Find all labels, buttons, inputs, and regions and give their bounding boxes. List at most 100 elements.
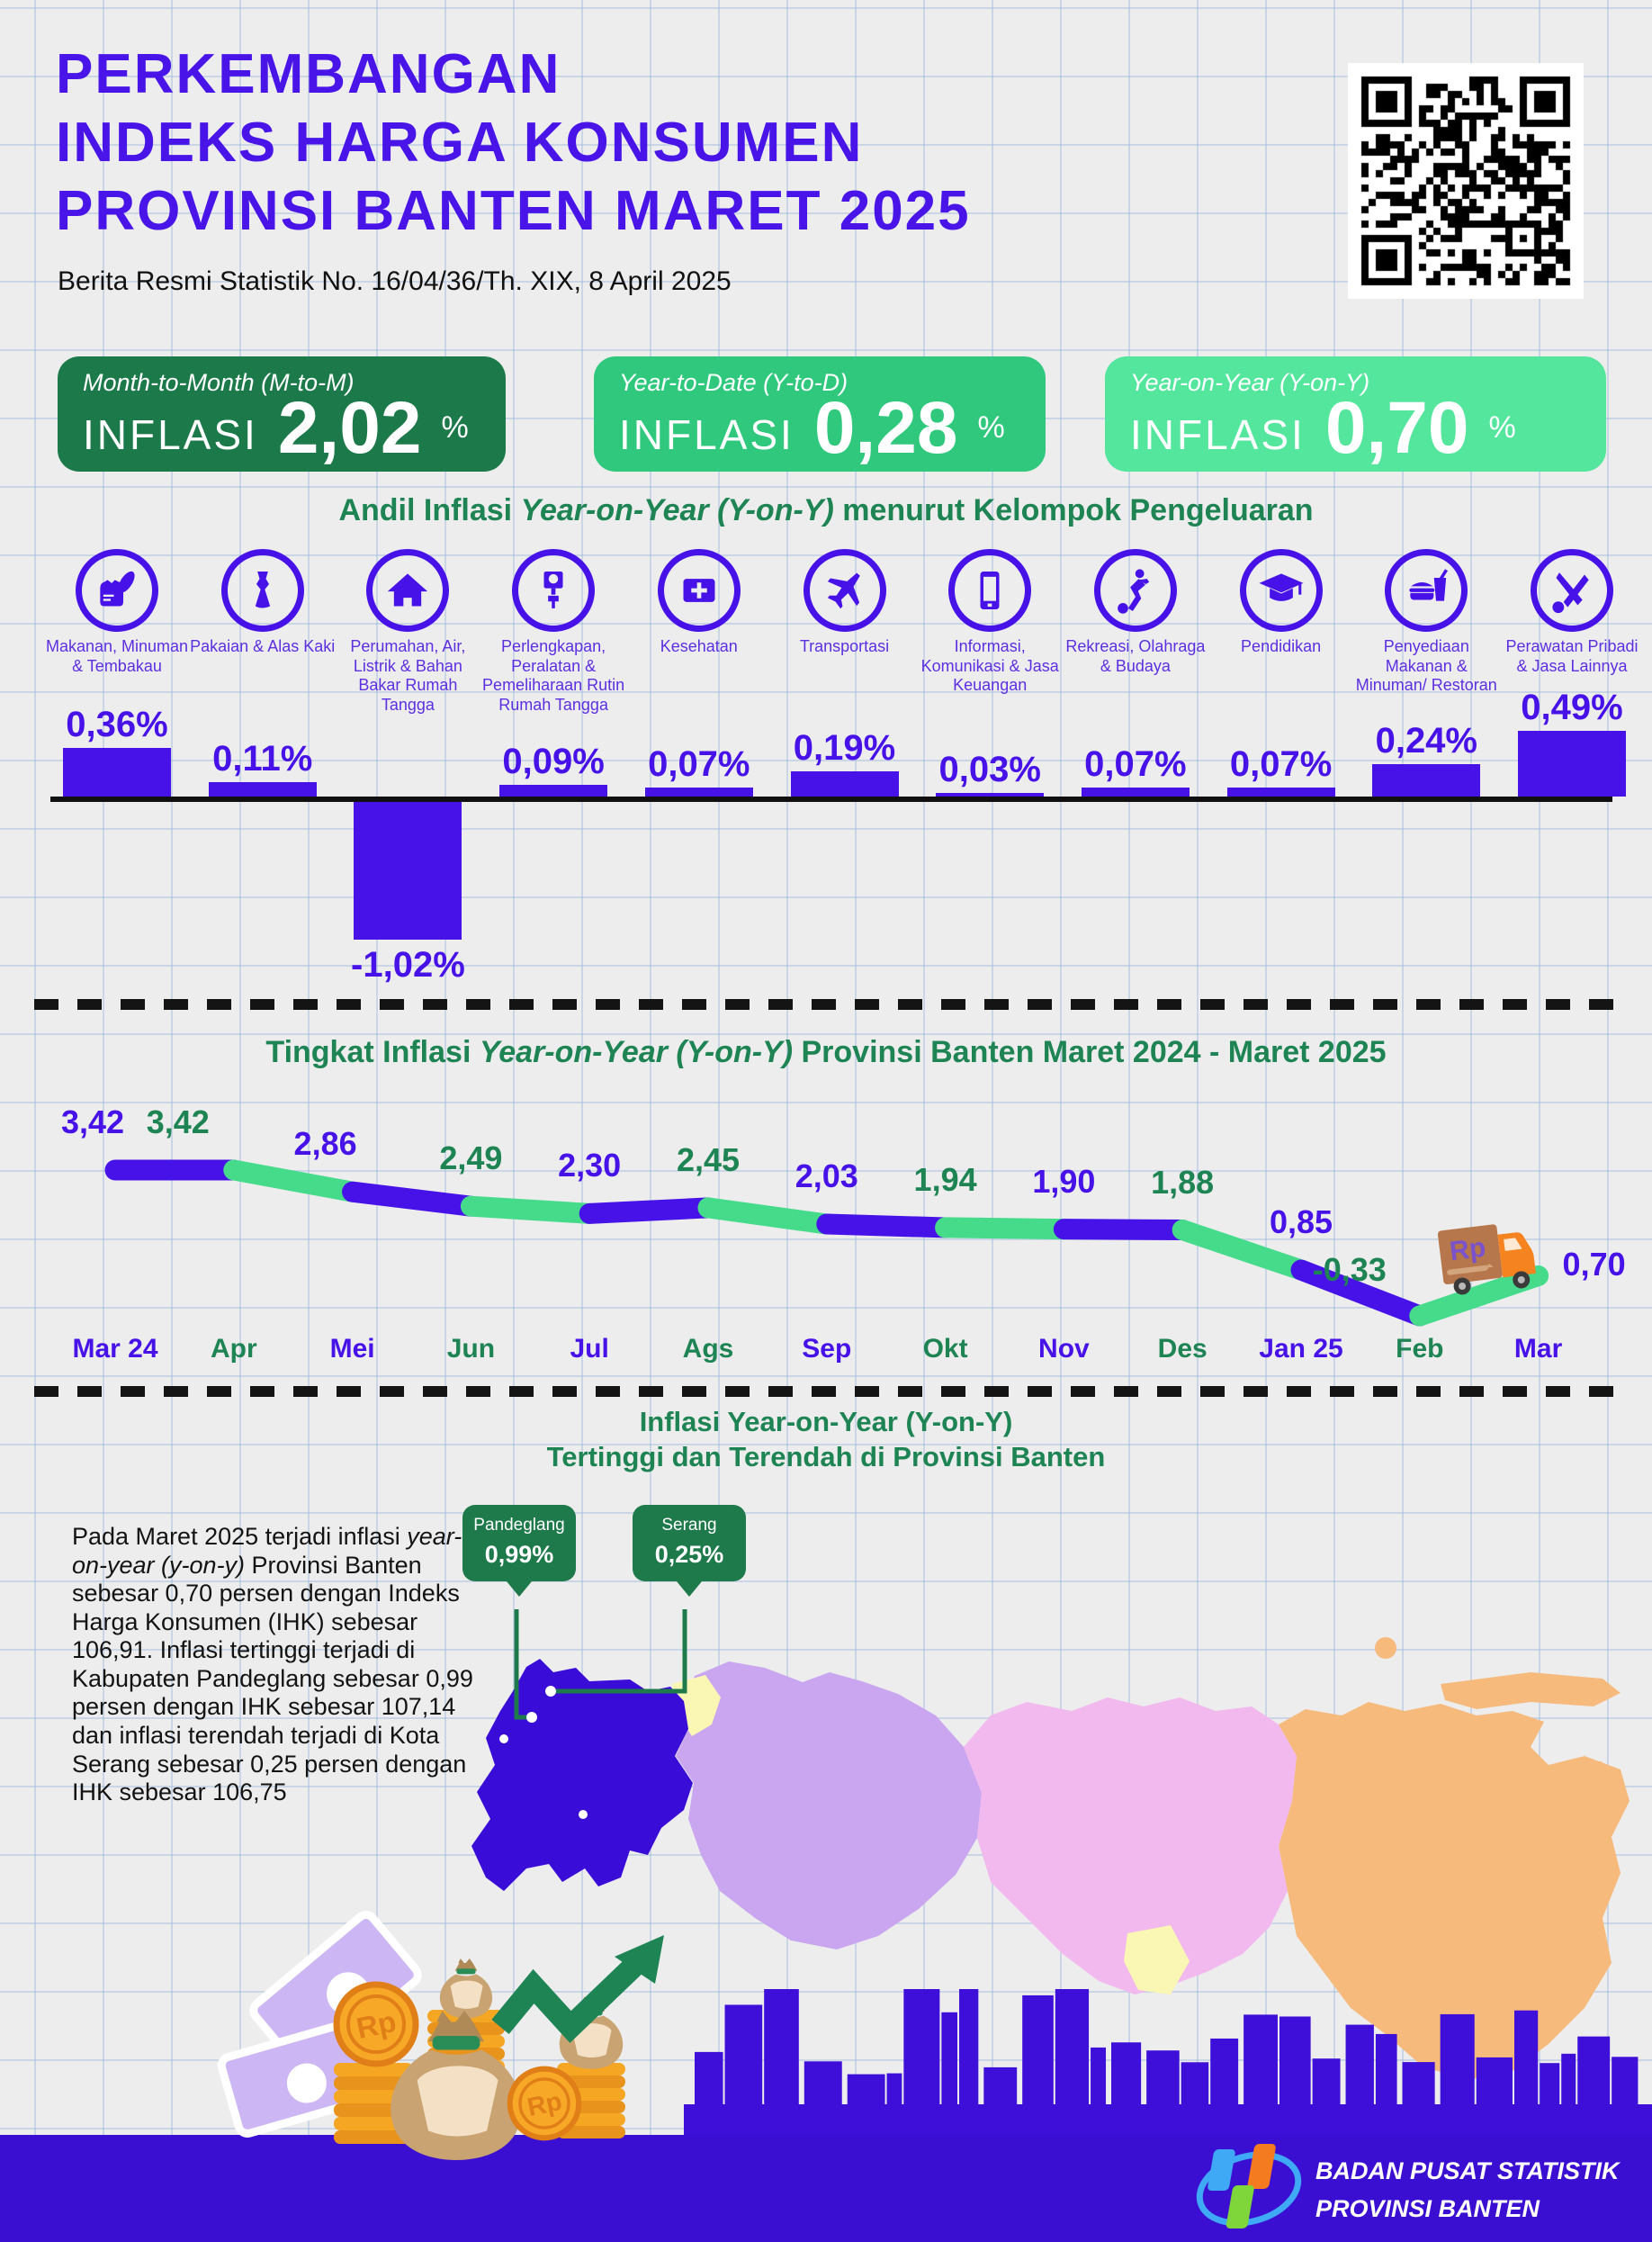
line-point-label: 2,49 <box>439 1139 503 1177</box>
building <box>695 2051 723 2108</box>
dashed-separator-2 <box>34 1386 1618 1397</box>
bar-value-label: 0,11% <box>212 738 313 779</box>
line-month-label: Okt <box>922 1334 968 1364</box>
line-month-label: Mar <box>1513 1334 1563 1364</box>
bar-category-label: Pendidikan <box>1241 637 1322 655</box>
rupiah-coin <box>510 2069 579 2138</box>
coin-stack <box>334 2063 413 2144</box>
line-month-label: Jun <box>446 1334 496 1364</box>
map-city-dot <box>579 1810 588 1819</box>
badge-inflasi-label: INFLASI <box>619 411 795 459</box>
food-basket-icon <box>76 549 158 632</box>
building <box>1279 2016 1311 2108</box>
bar-category-label: Perumahan, Air, Listrik & Bahan Bakar Ru… <box>350 637 466 714</box>
map-region-madura <box>1441 1672 1621 1709</box>
line-segment-1 <box>223 1159 364 1202</box>
footer-org-line2: PROVINSI BANTEN <box>1315 2194 1540 2222</box>
line-month-label: Sep <box>802 1334 852 1364</box>
bar-value-label: 0,03% <box>938 749 1041 789</box>
rupiah-coin <box>337 1985 416 2064</box>
bar-value-label: -1,02% <box>351 945 465 985</box>
bar-8 <box>1081 787 1190 797</box>
bar-3 <box>354 802 462 940</box>
building <box>1513 2010 1539 2108</box>
callout-region-value: 0,25% <box>654 1541 724 1568</box>
line-month-label: Apr <box>210 1334 257 1364</box>
line-segment-8 <box>1053 1219 1193 1241</box>
bar-category-label: Informasi, Komunikasi & Jasa Keuangan <box>920 637 1059 695</box>
map-city-dot-serang <box>545 1686 556 1697</box>
phone-icon <box>948 549 1032 632</box>
banknote <box>249 1910 422 2075</box>
map-city-dot <box>499 1734 508 1743</box>
bar-4 <box>499 784 608 797</box>
map-title-line2: Tertinggi dan Terendah di Provinsi Bante… <box>546 1441 1106 1472</box>
bar-category-label: Rekreasi, Olahraga & Budaya <box>1065 637 1206 675</box>
building <box>1577 2036 1611 2108</box>
bar-value-label: 0,49% <box>1521 687 1623 727</box>
badge-year-to-date: Year-to-Date (Y-to-D) INFLASI 0,28 % <box>594 356 1046 472</box>
bar-title-italic: Year-on-Year (Y-on-Y) <box>520 493 834 527</box>
badge-unit: % <box>441 410 469 445</box>
paragraph-part1: Pada Maret 2025 terjadi inflasi <box>72 1523 408 1550</box>
bar-title-suffix: menurut Kelompok Pengeluaran <box>833 493 1314 527</box>
scissors-icon <box>1531 549 1613 632</box>
badge-unit: % <box>1488 410 1516 445</box>
bar-6 <box>790 770 899 797</box>
map-region-east-java <box>1279 1702 1630 2080</box>
bar-2 <box>208 781 317 797</box>
page-title-line1: PERKEMBANGAN <box>56 43 561 105</box>
line-segment-4 <box>579 1197 719 1224</box>
map-region-jakarta <box>672 1675 721 1736</box>
building <box>1055 1989 1090 2108</box>
page-title-line3: PROVINSI BANTEN MARET 2025 <box>56 180 971 242</box>
banknote <box>217 2019 379 2138</box>
building <box>1146 2050 1180 2108</box>
building <box>1612 2057 1639 2108</box>
callout-region-name: Pandeglang <box>473 1516 565 1535</box>
badge-period-label: Month-to-Month (M-to-M) <box>83 369 355 396</box>
bar-category-label: Kesehatan <box>660 637 738 655</box>
badge-period-label: Year-on-Year (Y-on-Y) <box>1130 369 1370 396</box>
bar-11 <box>1518 730 1626 797</box>
footer-org-name: BADAN PUSAT STATISTIK PROVINSI BANTEN <box>1315 2153 1620 2228</box>
bar-category-label: Perawatan Pribadi & Jasa Lainnya <box>1505 637 1639 675</box>
line-point-label: 2,03 <box>795 1157 858 1195</box>
food-drink-icon <box>1385 549 1468 632</box>
map-region-central-java <box>964 1697 1297 1994</box>
footer-org-line1: BADAN PUSAT STATISTIK <box>1315 2157 1620 2184</box>
building <box>1210 2038 1239 2108</box>
building <box>1540 2063 1560 2108</box>
graduation-cap-icon <box>1239 549 1323 632</box>
paragraph-part2: Provinsi Banten sebesar 0,70 persen deng… <box>72 1551 473 1806</box>
building <box>903 1989 940 2108</box>
line-month-label: Des <box>1157 1334 1208 1364</box>
building <box>1375 2033 1397 2108</box>
contribution-bar-chart: Makanan, Minuman & Tembakau 0,36% Pakaian … <box>0 540 1652 1026</box>
callout-connector-pandeglang <box>514 1609 530 1720</box>
building <box>1402 2062 1435 2108</box>
map-region-yogyakarta <box>1124 1925 1190 1994</box>
building <box>1312 2058 1341 2108</box>
line-title-prefix: Tingkat Inflasi <box>265 1035 480 1069</box>
line-month-label: Mei <box>329 1334 375 1364</box>
bar-category-label: Makanan, Minuman & Tembakau <box>45 637 189 675</box>
coin-stack <box>557 2063 625 2138</box>
line-chart-title: Tingkat Inflasi Year-on-Year (Y-on-Y) Pr… <box>0 1035 1652 1070</box>
badge-unit: % <box>977 410 1005 445</box>
bar-chart-title: Andil Inflasi Year-on-Year (Y-on-Y) menu… <box>0 493 1652 528</box>
badge-year-on-year: Year-on-Year (Y-on-Y) INFLASI 0,70 % <box>1105 356 1606 472</box>
map-region-west-java <box>676 1661 982 1949</box>
map-title-italic: Year-on-Year (Y-on-Y) <box>727 1406 1013 1437</box>
line-point-label: 3,42 <box>60 1103 125 1140</box>
line-month-label: Ags <box>682 1334 734 1364</box>
line-segment-2 <box>342 1181 481 1217</box>
callout-region-value: 0,99% <box>484 1541 554 1568</box>
release-subtitle: Berita Resmi Statistik No. 16/04/36/Th. … <box>58 266 732 296</box>
bar-chart-baseline <box>50 797 1612 802</box>
bar-value-label: 0,19% <box>793 727 896 768</box>
line-title-italic: Year-on-Year (Y-on-Y) <box>479 1035 794 1069</box>
line-month-label: Nov <box>1038 1334 1090 1364</box>
summary-paragraph: Pada Maret 2025 terjadi inflasi year-on-… <box>72 1523 486 1807</box>
